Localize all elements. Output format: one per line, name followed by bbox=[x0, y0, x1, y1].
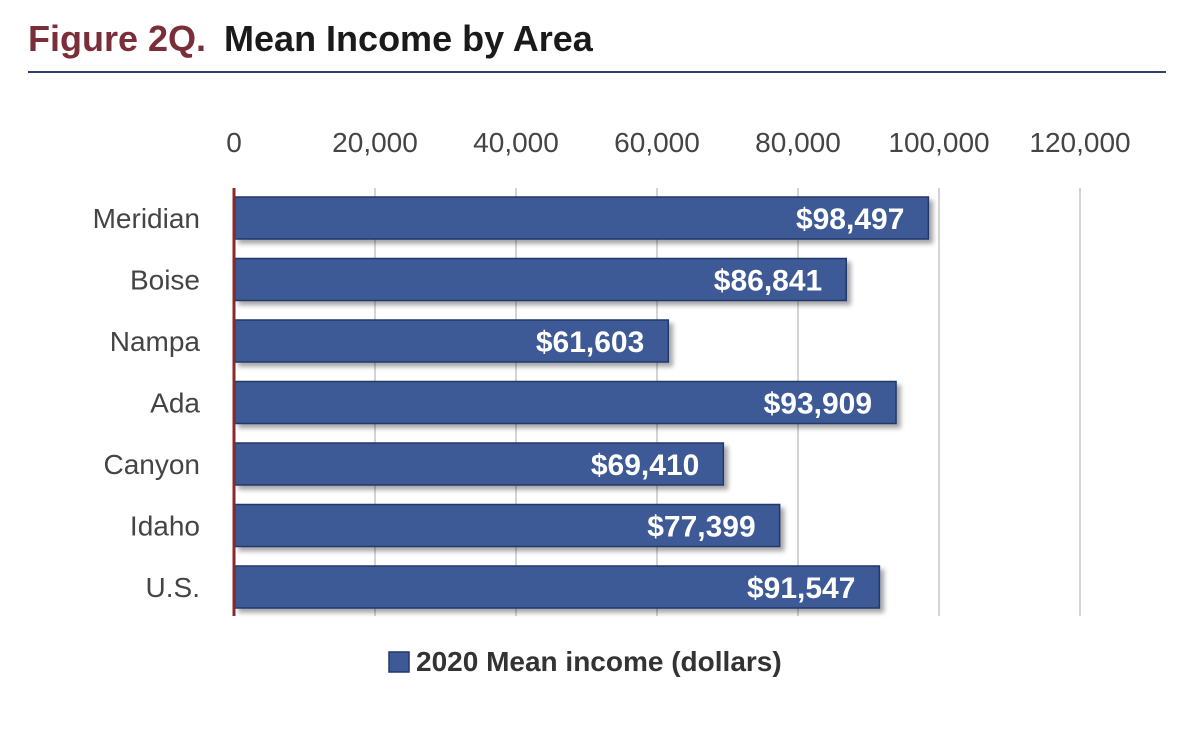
category-label: Idaho bbox=[130, 511, 200, 542]
bar bbox=[234, 503, 781, 548]
data-label: $77,399 bbox=[647, 511, 755, 544]
bar bbox=[234, 565, 881, 609]
x-tick-label: 20,000 bbox=[332, 127, 418, 158]
data-label: $61,603 bbox=[536, 326, 644, 359]
data-label: $93,909 bbox=[764, 388, 872, 421]
bar bbox=[234, 442, 725, 486]
figure-header: Figure 2Q. Mean Income by Area bbox=[28, 18, 593, 68]
legend: 2020 Mean income (dollars) bbox=[388, 646, 782, 677]
x-tick-label: 0 bbox=[226, 127, 242, 158]
bar bbox=[234, 257, 847, 302]
x-tick-label: 100,000 bbox=[888, 127, 989, 158]
figure-label: Figure 2Q. bbox=[28, 18, 207, 59]
category-label: Canyon bbox=[103, 449, 200, 480]
x-tick-label: 60,000 bbox=[614, 127, 700, 158]
data-label: $91,547 bbox=[747, 572, 855, 605]
legend-swatch bbox=[388, 651, 410, 673]
category-label: Meridian bbox=[93, 203, 200, 234]
x-tick-label: 120,000 bbox=[1029, 127, 1130, 158]
category-label: Ada bbox=[150, 388, 200, 419]
bar bbox=[234, 319, 670, 363]
x-tick-label: 80,000 bbox=[755, 127, 841, 158]
x-tick-label: 40,000 bbox=[473, 127, 559, 158]
bars: $98,497 $86,841 $61,603 $93,909 $69,410 $77,3… bbox=[234, 196, 930, 609]
data-label: $69,410 bbox=[591, 449, 699, 482]
bar bbox=[234, 196, 930, 240]
category-label: U.S. bbox=[146, 572, 200, 603]
category-label: Boise bbox=[130, 265, 200, 296]
category-labels: Meridian Boise Nampa Ada Canyon Idaho U.S. bbox=[93, 203, 201, 603]
x-axis-ticks: 0 20,000 40,000 60,000 80,000 100,000 120,000 bbox=[226, 127, 1130, 158]
legend-label: 2020 Mean income (dollars) bbox=[416, 646, 782, 677]
category-label: Nampa bbox=[110, 326, 201, 357]
title-rule bbox=[28, 71, 1166, 73]
data-label: $98,497 bbox=[796, 203, 904, 236]
figure-title: Mean Income by Area bbox=[224, 18, 593, 59]
data-label: $86,841 bbox=[714, 265, 822, 298]
bar bbox=[234, 380, 897, 425]
